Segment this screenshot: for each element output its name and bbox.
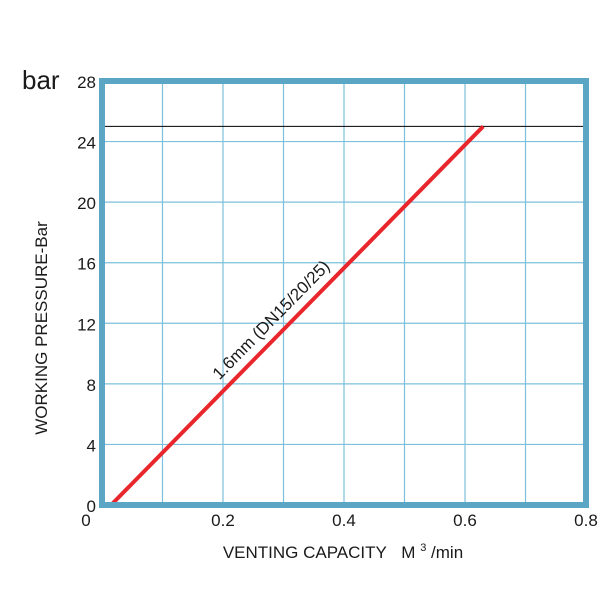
x-tick-label: 0 [81,511,90,530]
x-axis-title-unit-sup: 3 [420,542,426,554]
y-tick-label: 12 [77,315,96,334]
y-tick-label: 20 [77,194,96,213]
y-unit-label: bar [22,65,60,95]
x-axis-title-unit-base: M [401,543,415,562]
x-tick-label: 0.8 [574,511,598,530]
series-lines [109,125,485,507]
y-tick-label: 16 [77,255,96,274]
grid-lines [102,81,586,505]
y-tick-label: 4 [87,436,96,455]
plot-frame [99,78,589,508]
x-tick-label: 0.4 [332,511,356,530]
x-axis-title: VENTING CAPACITY M 3 /min [223,536,463,562]
plot-border [99,78,589,508]
tick-labels: 0 4 8 12 16 20 24 28 0 0.2 0.4 0.6 0.8 [77,73,598,530]
y-tick-label: 0 [87,497,96,516]
y-axis-title: WORKING PRESSURE-Bar [32,221,51,435]
y-tick-label: 24 [77,134,96,153]
series-label-1-6mm: 1.6mm (DN15/20/25) [209,257,334,384]
y-tick-label: 28 [77,73,96,92]
x-tick-label: 0.2 [211,511,235,530]
x-axis-title-main: VENTING CAPACITY [223,543,387,562]
y-tick-label: 8 [87,376,96,395]
x-axis-title-unit-rest: /min [431,543,463,562]
x-tick-label: 0.6 [453,511,477,530]
series-line [109,125,485,507]
